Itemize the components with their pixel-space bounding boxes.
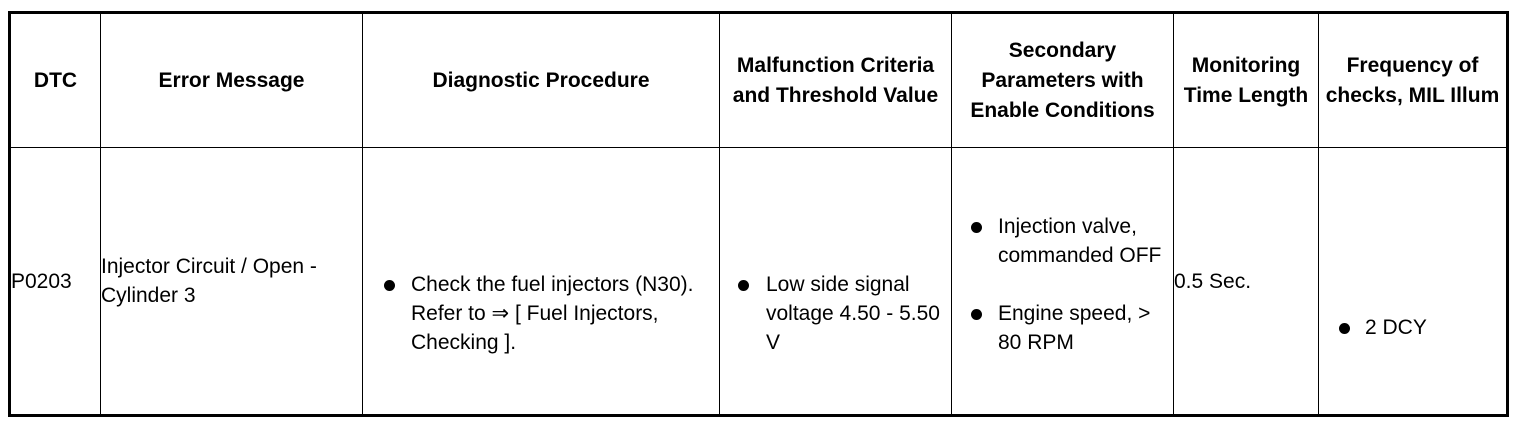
frequency-text: 2 DCY — [1365, 316, 1427, 339]
cell-error-message: Injector Circuit / Open - Cylinder 3 — [100, 147, 363, 416]
list-item: Low side signal voltage 4.50 - 5.50 V — [720, 270, 951, 357]
header-error-message: Error Message — [100, 12, 363, 148]
procedure-text: Check the fuel injectors (N30). Refer to… — [411, 272, 694, 354]
procedure-list: Check the fuel injectors (N30). Refer to… — [363, 206, 719, 357]
list-item: Injection valve, commanded OFF — [952, 212, 1173, 270]
header-frequency: Frequency of checks, MIL Illum — [1318, 12, 1508, 148]
dtc-table: DTC Error Message Diagnostic Procedure M… — [8, 11, 1509, 417]
list-item: Engine speed, > 80 RPM — [952, 299, 1173, 357]
criteria-list: Low side signal voltage 4.50 - 5.50 V — [720, 206, 951, 357]
parameter-text: Engine speed, > 80 RPM — [998, 301, 1151, 354]
bullet-icon — [971, 308, 982, 320]
bullet-icon — [384, 279, 395, 291]
cell-monitoring-time: 0.5 Sec. — [1173, 147, 1319, 416]
header-monitoring-time: Monitoring Time Length — [1173, 12, 1319, 148]
cell-secondary-parameters: Injection valve, commanded OFF Engine sp… — [951, 147, 1174, 416]
frequency-list: 2 DCY — [1319, 220, 1506, 342]
cell-malfunction-criteria: Low side signal voltage 4.50 - 5.50 V — [719, 147, 952, 416]
header-diagnostic-procedure: Diagnostic Procedure — [362, 12, 720, 148]
criteria-text: Low side signal voltage 4.50 - 5.50 V — [766, 272, 940, 354]
header-malfunction-criteria: Malfunction Criteria and Threshold Value — [719, 12, 952, 148]
bullet-icon — [1339, 323, 1350, 334]
cell-diagnostic-procedure: Check the fuel injectors (N30). Refer to… — [362, 147, 720, 416]
cell-frequency: 2 DCY — [1318, 147, 1508, 416]
list-item: 2 DCY — [1319, 313, 1506, 342]
header-secondary-parameters: Secondary Parameters with Enable Conditi… — [951, 12, 1174, 148]
parameters-list: Injection valve, commanded OFF Engine sp… — [952, 206, 1173, 357]
table-header-row: DTC Error Message Diagnostic Procedure M… — [9, 12, 1508, 148]
bullet-icon — [738, 279, 749, 291]
list-item: Check the fuel injectors (N30). Refer to… — [363, 270, 719, 357]
table-row: P0203 Injector Circuit / Open - Cylinder… — [9, 147, 1508, 416]
bullet-icon — [971, 221, 982, 233]
header-dtc: DTC — [9, 12, 101, 148]
parameter-text: Injection valve, commanded OFF — [998, 214, 1162, 267]
cell-dtc-code: P0203 — [9, 147, 101, 416]
